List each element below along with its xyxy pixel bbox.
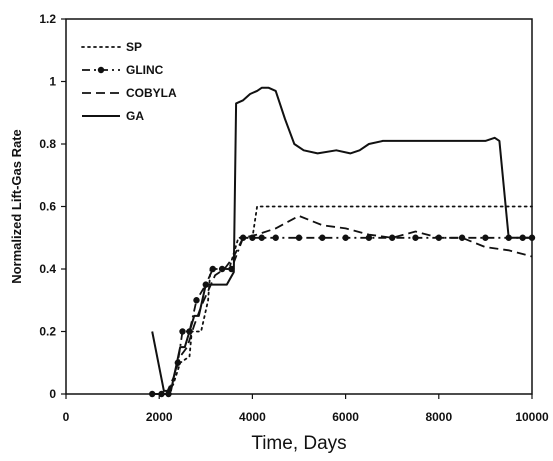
data-point <box>179 328 186 335</box>
x-tick-label: 4000 <box>239 410 266 424</box>
y-axis-label: Normalized Lift-Gas Rate <box>9 129 24 284</box>
data-point <box>218 265 226 273</box>
legend-label: COBYLA <box>126 86 177 100</box>
data-point <box>389 234 396 241</box>
legend-label: SP <box>126 40 142 54</box>
x-axis-label: Time, Days <box>251 433 346 454</box>
y-tick-label: 0.4 <box>39 262 56 276</box>
series-line-ga <box>151 86 532 392</box>
y-tick-label: 1.2 <box>39 12 56 26</box>
legend-item-ga: GA <box>82 109 144 123</box>
data-point <box>412 234 419 241</box>
x-tick-label: 2000 <box>146 410 173 424</box>
x-tick-label: 0 <box>63 410 70 424</box>
axis-ticks: 0 2000 4000 6000 8000 10000 0 0.2 0.4 0.6 0.8 1 1.2 <box>39 12 549 424</box>
legend-item-glinc: GLINC <box>82 63 164 77</box>
data-point <box>319 234 326 241</box>
data-point <box>482 234 489 241</box>
x-tick-label: 10000 <box>515 410 549 424</box>
data-point <box>258 234 265 241</box>
legend: SP GLINC COBYLA GA <box>81 40 177 123</box>
series-layer <box>149 86 536 398</box>
legend-item-sp: SP <box>81 40 142 54</box>
data-point <box>295 234 303 241</box>
x-tick-label: 8000 <box>425 410 452 424</box>
legend-label: GA <box>126 109 144 123</box>
legend-marker <box>97 66 105 74</box>
series-line-cobyla <box>152 215 533 395</box>
x-tick-label: 6000 <box>332 410 359 424</box>
series-sp <box>151 205 533 395</box>
series-line-sp <box>151 205 533 395</box>
data-point <box>193 297 200 304</box>
legend-label: GLINC <box>126 63 164 77</box>
y-tick-label: 1 <box>49 75 56 89</box>
series-line-glinc <box>152 236 532 395</box>
series-glinc <box>149 234 536 398</box>
data-point <box>209 265 216 273</box>
y-tick-label: 0 <box>49 387 56 401</box>
y-tick-label: 0.8 <box>39 137 56 151</box>
y-tick-label: 0.6 <box>39 200 56 214</box>
series-ga <box>151 86 532 392</box>
y-tick-label: 0.2 <box>39 325 56 339</box>
data-point <box>342 234 349 241</box>
legend-item-cobyla: COBYLA <box>82 86 177 100</box>
data-point <box>365 234 373 241</box>
data-point <box>272 234 279 241</box>
data-point <box>158 390 165 398</box>
series-cobyla <box>152 215 533 395</box>
